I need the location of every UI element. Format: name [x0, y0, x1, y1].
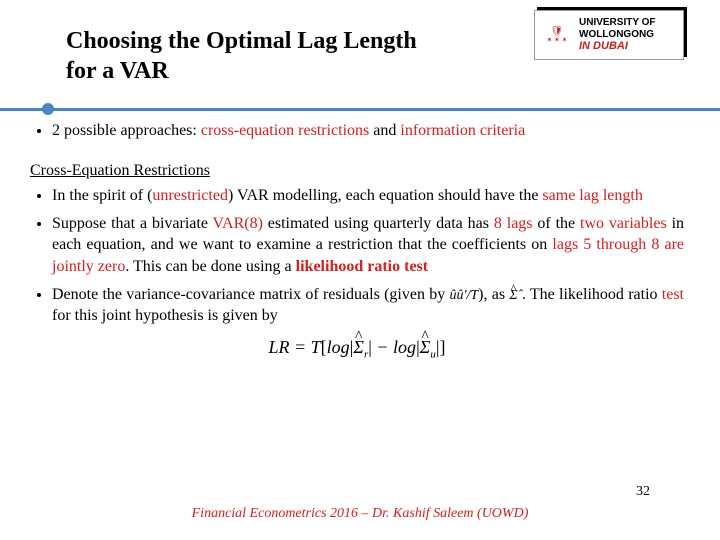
footer-text: Financial Econometrics 2016 – Dr. Kashif…	[0, 506, 720, 522]
slide-content: 2 possible approaches: cross-equation re…	[30, 120, 684, 362]
divider-line	[0, 108, 720, 111]
page-number: 32	[636, 484, 650, 500]
bullet-1: 2 possible approaches: cross-equation re…	[52, 120, 684, 142]
logo-line3: IN DUBAI	[579, 40, 656, 53]
bullet-3: Suppose that a bivariate VAR(8) estimate…	[52, 213, 684, 278]
equation-lr: LR = T[log|Σr| − log|Σu|]	[30, 335, 684, 362]
logo-crest-icon: 🛡 ✶ ✶ ✶	[541, 17, 573, 53]
inline-math-residuals: ûû'/T	[449, 288, 478, 303]
bullet-4: Denote the variance-covariance matrix of…	[52, 284, 684, 327]
section-heading: Cross-Equation Restrictions	[30, 160, 684, 182]
title-line2: for a VAR	[66, 58, 169, 84]
divider-dot-icon	[42, 103, 54, 115]
logo-line1: UNIVERSITY OF	[579, 17, 656, 29]
slide-title: Choosing the Optimal Lag Length for a VA…	[66, 26, 466, 86]
logo-line2: WOLLONGONG	[579, 29, 656, 41]
logo-text: UNIVERSITY OF WOLLONGONG IN DUBAI	[579, 17, 656, 53]
title-line1: Choosing the Optimal Lag Length	[66, 28, 417, 54]
inline-math-sigma: Σ̂	[509, 287, 517, 306]
bullet-2: In the spirit of (unrestricted) VAR mode…	[52, 185, 684, 207]
university-logo: 🛡 ✶ ✶ ✶ UNIVERSITY OF WOLLONGONG IN DUBA…	[534, 10, 684, 60]
